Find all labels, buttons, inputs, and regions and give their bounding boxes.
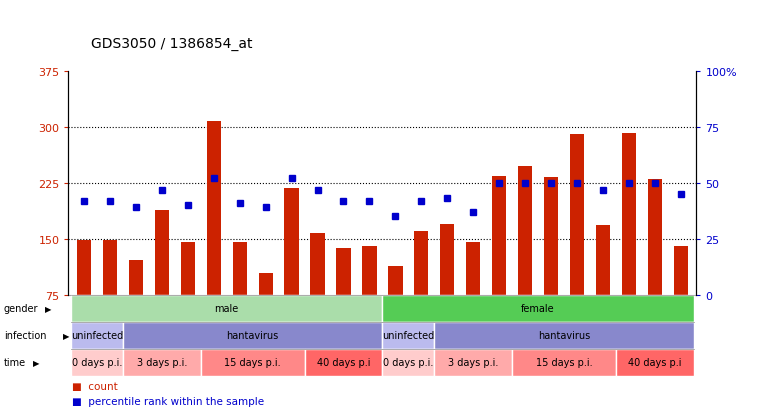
Bar — [414, 231, 428, 295]
Bar — [207, 122, 221, 295]
Text: ▶: ▶ — [45, 304, 52, 313]
Text: uninfected: uninfected — [382, 330, 435, 341]
Text: 3 days p.i.: 3 days p.i. — [448, 357, 498, 368]
Text: 3 days p.i.: 3 days p.i. — [137, 357, 187, 368]
Bar — [648, 180, 662, 295]
Bar — [129, 261, 143, 295]
Text: 0 days p.i.: 0 days p.i. — [72, 357, 123, 368]
Text: hantavirus: hantavirus — [227, 330, 279, 341]
Text: uninfected: uninfected — [71, 330, 123, 341]
Text: 15 days p.i.: 15 days p.i. — [224, 357, 281, 368]
Text: ▶: ▶ — [33, 358, 40, 367]
Text: ■  count: ■ count — [72, 381, 118, 391]
Text: female: female — [521, 304, 555, 314]
Bar — [285, 189, 299, 295]
Bar — [673, 247, 688, 295]
Bar — [518, 166, 532, 295]
Bar — [596, 226, 610, 295]
Text: 0 days p.i.: 0 days p.i. — [383, 357, 434, 368]
Bar — [154, 211, 169, 295]
Bar — [180, 242, 195, 295]
Bar — [622, 133, 636, 295]
Text: male: male — [215, 304, 239, 314]
Text: hantavirus: hantavirus — [538, 330, 590, 341]
Text: time: time — [4, 357, 26, 368]
Bar — [336, 249, 351, 295]
Bar — [77, 241, 91, 295]
Text: ▶: ▶ — [63, 331, 70, 340]
Text: 15 days p.i.: 15 days p.i. — [536, 357, 592, 368]
Bar — [388, 267, 403, 295]
Bar — [466, 242, 480, 295]
Text: gender: gender — [4, 304, 38, 314]
Text: 40 days p.i: 40 days p.i — [317, 357, 371, 368]
Bar — [259, 273, 272, 295]
Bar — [310, 233, 325, 295]
Text: 40 days p.i: 40 days p.i — [628, 357, 682, 368]
Text: ■  percentile rank within the sample: ■ percentile rank within the sample — [72, 396, 264, 406]
Bar — [440, 224, 454, 295]
Bar — [233, 242, 247, 295]
Bar — [492, 177, 506, 295]
Bar — [570, 135, 584, 295]
Bar — [362, 247, 377, 295]
Bar — [103, 241, 117, 295]
Text: infection: infection — [4, 330, 46, 341]
Text: GDS3050 / 1386854_at: GDS3050 / 1386854_at — [91, 37, 253, 51]
Bar — [544, 178, 558, 295]
